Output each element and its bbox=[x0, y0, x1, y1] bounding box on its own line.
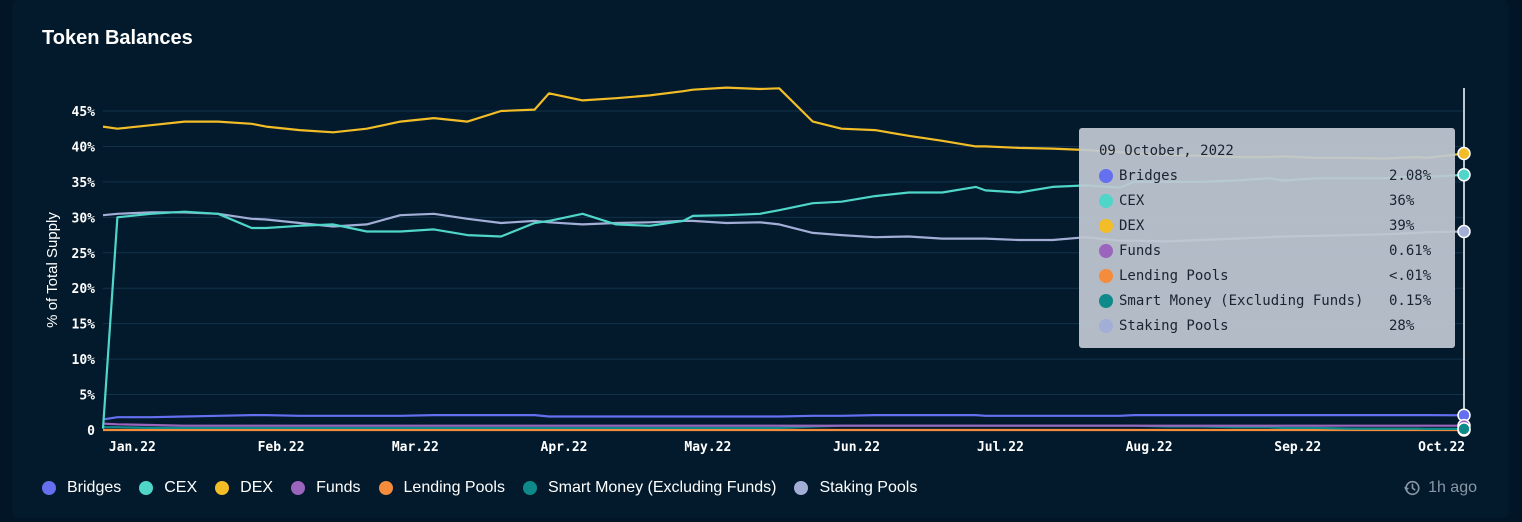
tooltip-series-dot bbox=[1099, 294, 1113, 308]
x-tick-label: Mar.22 bbox=[392, 440, 439, 455]
y-tick-label: 35% bbox=[72, 176, 96, 191]
series-line-funds bbox=[102, 422, 1465, 427]
y-tick-label: 30% bbox=[72, 211, 96, 226]
chart-title: Token Balances bbox=[42, 27, 193, 49]
y-tick-label: 10% bbox=[72, 353, 96, 368]
legend-dot bbox=[794, 481, 809, 495]
legend-dot bbox=[378, 481, 393, 495]
x-tick-label: Apr.22 bbox=[541, 440, 588, 455]
tooltip-series-dot bbox=[1099, 319, 1113, 333]
tooltip-series-name: Funds bbox=[1119, 243, 1162, 259]
x-tick-label: Jul.22 bbox=[977, 440, 1024, 455]
clock-refresh-icon bbox=[1404, 480, 1420, 496]
series-line-bridges bbox=[102, 414, 1466, 421]
last-updated: 1h ago bbox=[1403, 479, 1477, 497]
last-updated-text: 1h ago bbox=[1428, 479, 1477, 496]
tooltip-series-value: 0.61% bbox=[1389, 243, 1432, 259]
legend-item[interactable]: DEX bbox=[215, 479, 273, 497]
legend-label: Staking Pools bbox=[819, 479, 918, 496]
legend-dot bbox=[215, 481, 230, 495]
tooltip-series-value: 0.15% bbox=[1389, 293, 1432, 309]
tooltip-row: Smart Money (Excluding Funds) 0.15% bbox=[1099, 291, 1439, 311]
tooltip-series-value: 2.08% bbox=[1389, 168, 1432, 184]
tooltip-series-dot bbox=[1099, 244, 1113, 258]
legend-item[interactable]: Bridges bbox=[42, 479, 121, 497]
chart-legend: Bridges CEX DEX Funds Lending Pools Smart Mon… bbox=[42, 478, 935, 498]
y-tick-label: 15% bbox=[72, 318, 96, 333]
y-axis-title: % of Total Supply bbox=[44, 212, 61, 328]
legend-item[interactable]: Funds bbox=[291, 479, 361, 497]
tooltip-series-value: <.01% bbox=[1389, 268, 1432, 284]
series-line-smart-money-excluding-funds- bbox=[103, 424, 1465, 430]
tooltip-row: Staking Pools 28% bbox=[1099, 316, 1439, 336]
x-tick-label: Oct.22 bbox=[1418, 440, 1465, 455]
x-tick-label: Feb.22 bbox=[258, 440, 305, 455]
legend-dot bbox=[139, 481, 154, 495]
legend-label: DEX bbox=[240, 479, 274, 496]
legend-dot bbox=[42, 481, 56, 495]
x-tick-label: Sep.22 bbox=[1274, 440, 1321, 455]
legend-dot bbox=[522, 481, 537, 495]
legend-dot bbox=[291, 481, 306, 495]
hover-tooltip: 09 October, 2022 Bridges 2.08% CEX 36% DEX 39… bbox=[1079, 128, 1455, 348]
tooltip-series-dot bbox=[1099, 194, 1113, 208]
legend-label: Bridges bbox=[67, 479, 122, 496]
y-tick-label: 0 bbox=[87, 424, 95, 439]
legend-item[interactable]: Staking Pools bbox=[794, 479, 917, 497]
tooltip-series-value: 28% bbox=[1389, 318, 1415, 334]
tooltip-series-dot bbox=[1099, 169, 1113, 183]
tooltip-series-name: Bridges bbox=[1119, 168, 1179, 184]
hover-marker bbox=[1457, 224, 1471, 239]
tooltip-series-value: 39% bbox=[1389, 218, 1415, 234]
tooltip-row: CEX 36% bbox=[1099, 191, 1439, 211]
tooltip-row: Funds 0.61% bbox=[1099, 241, 1439, 261]
tooltip-series-name: Smart Money (Excluding Funds) bbox=[1119, 293, 1364, 309]
legend-label: Lending Pools bbox=[403, 479, 505, 496]
tooltip-series-name: Lending Pools bbox=[1119, 268, 1229, 284]
legend-item[interactable]: Lending Pools bbox=[378, 479, 505, 497]
tooltip-series-name: CEX bbox=[1119, 193, 1145, 209]
legend-label: Smart Money (Excluding Funds) bbox=[547, 479, 777, 496]
x-tick-label: Jan.22 bbox=[109, 440, 156, 455]
hover-marker bbox=[1457, 422, 1471, 436]
legend-item[interactable]: CEX bbox=[139, 479, 197, 497]
hover-marker bbox=[1457, 146, 1471, 161]
tooltip-series-dot bbox=[1099, 269, 1113, 283]
tooltip-date: 09 October, 2022 bbox=[1099, 143, 1234, 159]
x-tick-label: Aug.22 bbox=[1126, 440, 1173, 455]
tooltip-row: Bridges 2.08% bbox=[1099, 166, 1439, 186]
legend-label: Funds bbox=[316, 479, 361, 496]
y-tick-label: 25% bbox=[72, 247, 96, 262]
tooltip-series-dot bbox=[1099, 219, 1113, 233]
legend-label: CEX bbox=[164, 479, 198, 496]
y-tick-label: 5% bbox=[79, 389, 95, 404]
y-tick-label: 45% bbox=[72, 105, 96, 120]
tooltip-series-name: DEX bbox=[1119, 218, 1145, 234]
tooltip-row: Lending Pools <.01% bbox=[1099, 266, 1439, 286]
tooltip-series-name: Staking Pools bbox=[1119, 318, 1229, 334]
x-tick-label: May.22 bbox=[684, 440, 731, 455]
y-tick-label: 40% bbox=[72, 140, 96, 155]
x-tick-label: Jun.22 bbox=[833, 440, 880, 455]
y-tick-label: 20% bbox=[72, 282, 96, 297]
legend-item[interactable]: Smart Money (Excluding Funds) bbox=[522, 479, 777, 497]
tooltip-row: DEX 39% bbox=[1099, 216, 1439, 236]
hover-marker bbox=[1457, 168, 1471, 182]
tooltip-series-value: 36% bbox=[1389, 193, 1415, 209]
